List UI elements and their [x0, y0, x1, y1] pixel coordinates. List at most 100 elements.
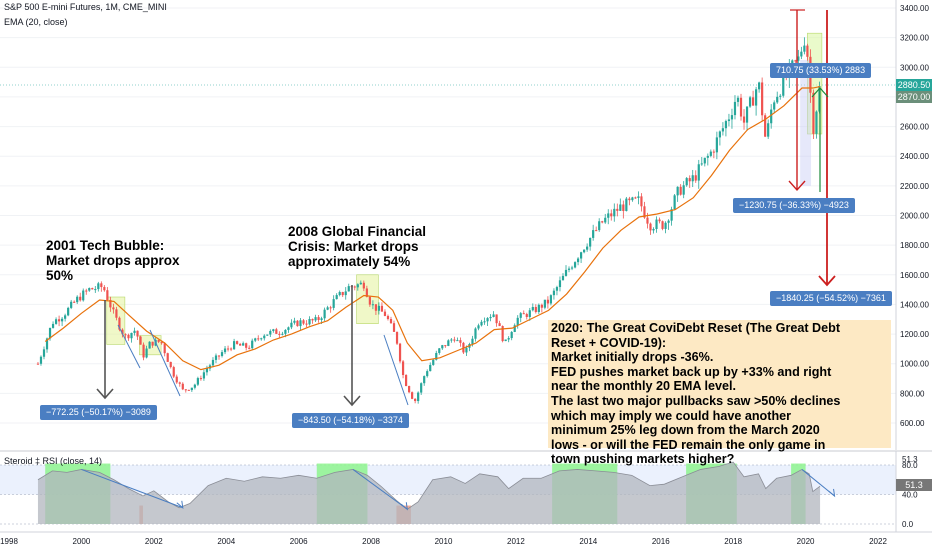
candle-body [239, 343, 242, 346]
candle-body [426, 371, 429, 377]
candle-body [815, 111, 818, 134]
candle-body [211, 359, 215, 366]
candle-body [423, 376, 426, 384]
arrow-2020-rebound-head [811, 87, 829, 98]
candle-body [187, 389, 190, 391]
candle-body [202, 372, 206, 379]
candle-body [317, 317, 320, 320]
arrow-2001-head [96, 388, 114, 400]
candle-body [411, 392, 414, 399]
candle-body [51, 323, 55, 328]
price-axis: 600.00 800.00 1000.00 1200.00 1400.00 1600.00… [895, 0, 929, 450]
rsi-tick-label: 51.3 [902, 455, 918, 464]
time-tick-label: 1998 [0, 537, 18, 546]
candle-body [776, 96, 779, 103]
candle-body [712, 151, 715, 153]
trend-line [149, 329, 181, 397]
candle-body [718, 131, 721, 138]
candle-body [193, 384, 196, 388]
candle-body [245, 343, 248, 348]
time-tick-label: 2000 [73, 537, 91, 546]
tech-bubble-annotation: 2001 Tech Bubble: Market drops approx 50… [46, 238, 180, 283]
arrow-projection-head [818, 275, 836, 287]
candle-body [70, 301, 73, 308]
drawdown-2008-badge: −843.50 (−54.18%) −3374 [292, 413, 409, 428]
candle-body [359, 282, 362, 285]
candle-body [401, 361, 405, 376]
candle-body [287, 327, 290, 330]
candle-body [613, 208, 616, 217]
candle-body [546, 299, 550, 304]
candle-body [625, 198, 628, 212]
candle-body [709, 151, 712, 156]
candle-body [145, 348, 148, 358]
candle-body [172, 367, 175, 377]
candle-body [736, 97, 740, 102]
candle-body [465, 347, 468, 353]
candle-body [694, 175, 697, 181]
candle-body [797, 56, 800, 61]
candle-body [691, 175, 694, 182]
candle-body [112, 307, 115, 310]
candle-body [269, 330, 272, 335]
candle-body [616, 208, 619, 211]
candle-body [398, 343, 402, 362]
candle-body [570, 267, 574, 269]
candle-body [130, 332, 133, 339]
rsi-tick-label: 0.0 [902, 520, 914, 529]
arrow-2020-drop-head [788, 180, 806, 192]
candle-body [54, 319, 58, 324]
candle-body [438, 348, 441, 353]
candle-body [371, 304, 374, 306]
candle-body [525, 314, 528, 317]
candle-body [724, 121, 728, 129]
projection-badge: −1840.25 (−54.52%) −7361 [770, 291, 892, 306]
candle-body [365, 288, 368, 297]
candle-body [353, 286, 356, 288]
candle-body [492, 314, 495, 317]
candle-body [516, 317, 519, 326]
candle-body [272, 329, 275, 331]
candle-body [764, 115, 767, 137]
rsi-trend-line [81, 468, 183, 509]
last-price-tag: 2880.50 [896, 79, 932, 91]
candle-body [429, 364, 432, 372]
time-tick-label: 2022 [869, 537, 887, 546]
price-tick-label: 3200.00 [900, 34, 929, 43]
candle-body [450, 339, 453, 341]
candle-body [139, 336, 142, 345]
candle-body [501, 326, 504, 342]
price-tick-label: 2200.00 [900, 182, 929, 191]
candle-body [537, 304, 540, 313]
candle-body [567, 268, 571, 270]
candle-body [85, 290, 88, 292]
rsi-area [37, 462, 821, 524]
candle-body [148, 341, 151, 349]
candle-body [474, 328, 477, 339]
candle-body [118, 317, 121, 330]
candle-body [217, 355, 221, 357]
candle-body [643, 206, 646, 218]
candle-body [417, 392, 420, 402]
candle-body [251, 340, 254, 349]
candle-body [540, 304, 543, 308]
candle-body [45, 338, 49, 350]
rsi-arrow-head [400, 502, 408, 511]
candle-body [670, 209, 673, 221]
candle-body [223, 348, 227, 353]
symbol-title: S&P 500 E-mini Futures, 1M, CME_MINI [4, 2, 167, 12]
rsi-arrow-head [176, 500, 184, 509]
candle-body [745, 106, 749, 123]
candle-body [103, 287, 106, 291]
arrow-2008-head [343, 395, 361, 407]
candle-body [773, 102, 776, 110]
candle-body [48, 327, 52, 339]
candle-body [178, 382, 181, 384]
time-tick-label: 2008 [362, 537, 380, 546]
candle-body [631, 197, 634, 201]
candle-body [248, 347, 251, 349]
candle-body [368, 296, 371, 305]
rsi-current-tag: 51.3 [896, 479, 932, 491]
candle-body [610, 213, 613, 217]
